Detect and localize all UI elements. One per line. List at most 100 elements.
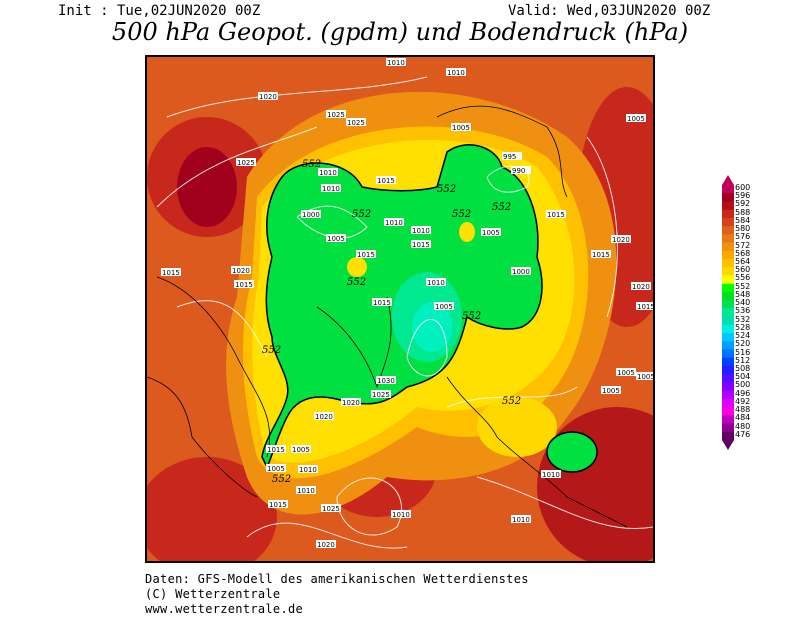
colorbar-swatch bbox=[722, 365, 734, 375]
colorbar-swatch bbox=[722, 324, 734, 334]
footer-data-source: Daten: GFS-Modell des amerikanischen Wet… bbox=[145, 572, 529, 586]
pressure-label-box bbox=[326, 234, 346, 242]
pressure-label: 1005 bbox=[482, 229, 500, 237]
pressure-label-box bbox=[446, 68, 466, 76]
pressure-label-box bbox=[326, 110, 346, 118]
pressure-label-box bbox=[481, 228, 501, 236]
pressure-label-box bbox=[511, 515, 531, 523]
colorbar-swatch bbox=[722, 398, 734, 408]
colorbar-label: 552 bbox=[735, 281, 751, 291]
colorbar-label: 500 bbox=[735, 380, 751, 390]
pressure-label: 1010 bbox=[322, 185, 340, 193]
colorbar-swatch bbox=[722, 217, 734, 227]
colorbar-swatch bbox=[722, 185, 734, 194]
pressure-label-box bbox=[636, 302, 653, 310]
pressure-label: 1005 bbox=[292, 446, 310, 454]
pressure-label: 1020 bbox=[232, 267, 250, 275]
pressure-label: 1020 bbox=[342, 399, 360, 407]
pressure-label-box bbox=[384, 218, 404, 226]
pressure-label-box bbox=[321, 184, 341, 192]
pressure-label: 1015 bbox=[269, 501, 287, 509]
pressure-label-box bbox=[376, 176, 396, 184]
pressure-label: 1005 bbox=[452, 124, 470, 132]
contour-label: 552 bbox=[302, 159, 321, 170]
pressure-label-box bbox=[291, 445, 311, 453]
colorbar-swatch bbox=[722, 283, 734, 293]
colorbar-swatch bbox=[722, 242, 734, 252]
colorbar-label: 560 bbox=[735, 265, 751, 275]
colorbar-label: 536 bbox=[735, 306, 751, 316]
colorbar-swatch bbox=[722, 209, 734, 219]
colorbar-label: 484 bbox=[735, 413, 751, 423]
pressure-label-box bbox=[346, 118, 366, 126]
pressure-label: 1015 bbox=[377, 177, 395, 185]
pressure-label: 1015 bbox=[235, 281, 253, 289]
pressure-label-box bbox=[541, 470, 561, 478]
pressure-label-box bbox=[371, 390, 391, 398]
colorbar-label: 520 bbox=[735, 339, 751, 349]
pressure-label-box bbox=[356, 250, 376, 258]
contour-label: 552 bbox=[437, 184, 456, 195]
colorbar-label: 584 bbox=[735, 215, 751, 225]
colorbar bbox=[722, 175, 734, 450]
pressure-label: 1010 bbox=[385, 219, 403, 227]
pressure-label-box bbox=[316, 540, 336, 548]
colorbar-label: 512 bbox=[735, 355, 751, 365]
pressure-label-box bbox=[258, 92, 278, 100]
colorbar-swatch bbox=[722, 349, 734, 359]
valid-time: Valid: Wed,03JUN2020 00Z bbox=[508, 3, 711, 19]
colorbar-swatch bbox=[722, 431, 734, 441]
colorbar-label: 572 bbox=[735, 240, 751, 250]
pressure-label-box bbox=[318, 168, 338, 176]
pressure-label-box bbox=[161, 268, 181, 276]
colorbar-label: 492 bbox=[735, 396, 751, 406]
colorbar-label: 480 bbox=[735, 421, 751, 431]
footer-website[interactable]: www.wetterzentrale.de bbox=[145, 602, 304, 616]
pressure-label-box bbox=[626, 114, 646, 122]
pressure-label: 1015 bbox=[592, 251, 610, 259]
colorbar-swatch bbox=[722, 407, 734, 416]
colorbar-swatch bbox=[722, 193, 734, 202]
pressure-label: 1020 bbox=[317, 541, 335, 549]
colorbar-swatch bbox=[722, 250, 734, 260]
pressure-label: 1000 bbox=[512, 268, 530, 276]
colorbar-label: 556 bbox=[735, 273, 751, 283]
pressure-label-box bbox=[434, 302, 454, 310]
pressure-label: 1005 bbox=[627, 115, 645, 123]
pressure-label: 1010 bbox=[297, 487, 315, 495]
colorbar-label: 504 bbox=[735, 372, 751, 382]
pressure-label-box bbox=[266, 464, 286, 472]
pressure-label: 1030 bbox=[377, 377, 395, 385]
pressure-label-box bbox=[266, 445, 286, 453]
colorbar-swatch bbox=[722, 275, 734, 285]
colorbar-swatch bbox=[722, 291, 734, 301]
pressure-label-box bbox=[391, 510, 411, 518]
colorbar-swatch bbox=[722, 300, 734, 309]
pressure-label: 1010 bbox=[392, 511, 410, 519]
colorbar-swatch bbox=[722, 341, 734, 351]
pressure-label: 1015 bbox=[412, 241, 430, 249]
colorbar-label: 580 bbox=[735, 224, 751, 234]
colorbar-swatch bbox=[722, 267, 734, 276]
contour-label: 552 bbox=[272, 474, 291, 485]
pressure-label-box bbox=[511, 267, 531, 275]
colorbar-label: 496 bbox=[735, 388, 751, 398]
contour-label: 552 bbox=[462, 311, 481, 322]
colorbar-label: 508 bbox=[735, 363, 751, 373]
pressure-label: 1015 bbox=[162, 269, 180, 277]
contour-552-labels: 552 552 552 552 552 552 552 552 552 552 bbox=[262, 159, 521, 485]
pressure-label: 1010 bbox=[387, 59, 405, 67]
contour-label: 552 bbox=[352, 209, 371, 220]
pressure-label-box bbox=[234, 280, 254, 288]
colorbar-swatch bbox=[722, 316, 734, 326]
pressure-label-box bbox=[631, 282, 651, 290]
pressure-label: 1010 bbox=[447, 69, 465, 77]
colorbar-swatch bbox=[722, 308, 734, 318]
colorbar-label: 592 bbox=[735, 199, 751, 209]
pressure-label-box bbox=[411, 226, 431, 234]
pressure-label: 1010 bbox=[512, 516, 530, 524]
colorbar-label: 516 bbox=[735, 347, 751, 357]
pressure-label: 1010 bbox=[542, 471, 560, 479]
colorbar-bottom-arrow bbox=[722, 440, 734, 450]
pressure-label: 1020 bbox=[259, 93, 277, 101]
